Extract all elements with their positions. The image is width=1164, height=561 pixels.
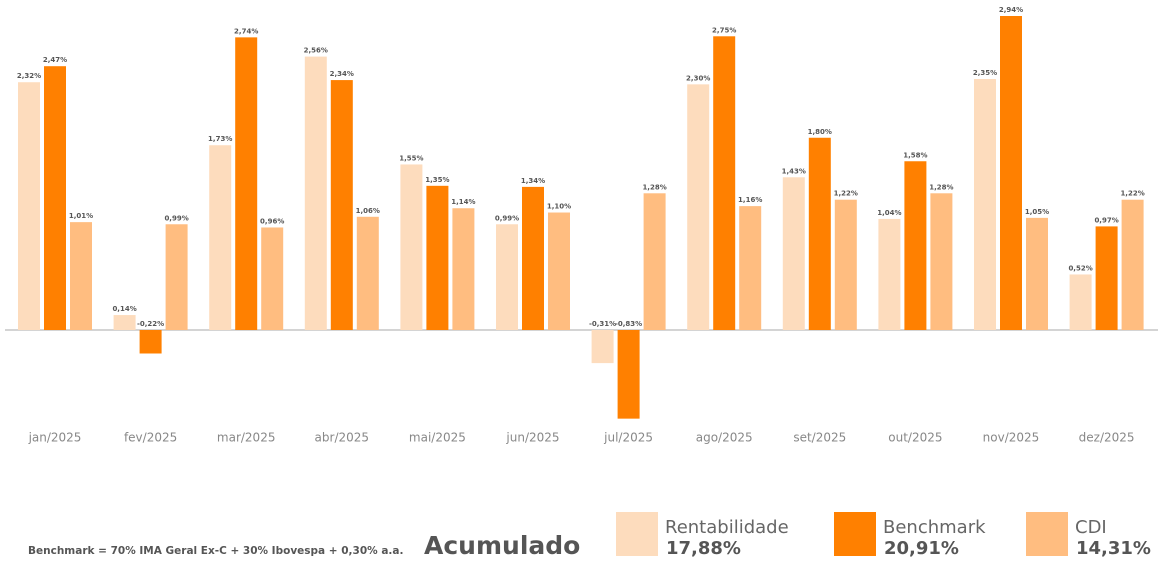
x-tick-label: dez/2025 [1079,431,1135,445]
value-label: 1,05% [1025,208,1049,216]
legend-value: 17,88% [666,538,741,559]
bar [904,161,927,330]
value-label: -0,22% [137,320,164,328]
bar [808,137,831,330]
bar [878,218,901,330]
value-label: -0,83% [615,320,642,328]
bar [591,330,614,364]
value-label: 1,55% [399,154,423,162]
bar [782,177,805,330]
x-tick-label: jul/2025 [603,431,653,445]
bar [18,82,40,331]
bar [139,330,162,354]
value-label: 2,47% [43,56,67,64]
value-label: 1,22% [834,190,858,198]
bar [261,227,284,330]
value-label: 0,99% [495,214,519,222]
value-label: 1,80% [808,128,832,136]
value-label: 0,14% [112,305,136,313]
x-tick-label: set/2025 [793,431,846,445]
bar [522,186,544,330]
bar [70,222,92,330]
bar [713,36,736,331]
summary-label: Acumulado [424,531,580,560]
value-label: 2,75% [712,26,736,34]
value-label: 0,99% [164,214,188,222]
x-tick-label: fev/2025 [124,431,177,445]
bar [1026,217,1048,330]
bar [974,79,996,330]
value-label: 0,96% [260,217,284,225]
value-label: 2,30% [686,74,710,82]
bar [165,224,188,330]
bar [548,212,570,330]
x-tick-label: out/2025 [888,431,942,445]
x-tick-label: mai/2025 [409,431,466,445]
value-label: 1,35% [425,176,449,184]
value-label: 1,28% [929,183,953,191]
bar [834,199,857,330]
bar [44,66,66,331]
bar [1095,226,1118,330]
value-label: 1,43% [782,167,806,175]
bar [113,315,136,330]
value-label: 2,94% [999,6,1023,14]
x-tick-label: jun/2025 [505,431,559,445]
bar [400,164,423,330]
legend-label: CDI [1075,517,1107,538]
value-label: 1,10% [547,203,571,211]
value-label: 1,58% [903,151,927,159]
bar [1000,16,1022,330]
bar [687,84,710,330]
value-label: 1,34% [521,177,545,185]
bar [930,193,953,330]
footnote: Benchmark = 70% IMA Geral Ex-C + 30% Ibo… [28,545,403,557]
bar [643,193,666,330]
bar [496,224,518,330]
bar [1121,199,1144,330]
value-label: 1,16% [738,196,762,204]
value-label: 2,34% [330,70,354,78]
value-label: 1,28% [642,183,666,191]
value-label: 0,97% [1094,216,1118,224]
bar [617,330,640,419]
legend-value: 14,31% [1076,538,1151,559]
legend-swatch [616,512,658,556]
value-label: 2,35% [973,69,997,77]
legend-swatch [1026,512,1068,556]
bar [426,185,449,330]
bar [356,216,379,330]
value-label: 1,04% [877,209,901,217]
value-label: 1,06% [356,207,380,215]
value-label: 1,22% [1120,190,1144,198]
x-tick-label: nov/2025 [983,431,1040,445]
x-tick-label: abr/2025 [315,431,370,445]
value-label: 2,32% [17,72,41,80]
legend-swatch [834,512,876,556]
x-tick-label: mar/2025 [217,431,276,445]
legend-label: Benchmark [883,517,986,538]
bar [209,145,232,330]
bar [330,80,353,330]
value-label: 2,74% [234,27,258,35]
bar [739,206,762,330]
value-label: -0,31% [589,320,616,328]
value-label: 0,52% [1068,264,1092,272]
bar [235,37,258,331]
bar [1069,274,1092,330]
value-label: 1,73% [208,135,232,143]
bar [304,56,327,331]
value-label: 2,56% [304,47,328,55]
value-label: 1,14% [451,198,475,206]
legend-label: Rentabilidade [665,517,789,538]
bar [452,208,475,330]
legend-value: 20,91% [884,538,959,559]
x-tick-label: ago/2025 [696,431,753,445]
x-tick-label: jan/2025 [28,431,82,445]
value-label: 1,01% [69,212,93,220]
